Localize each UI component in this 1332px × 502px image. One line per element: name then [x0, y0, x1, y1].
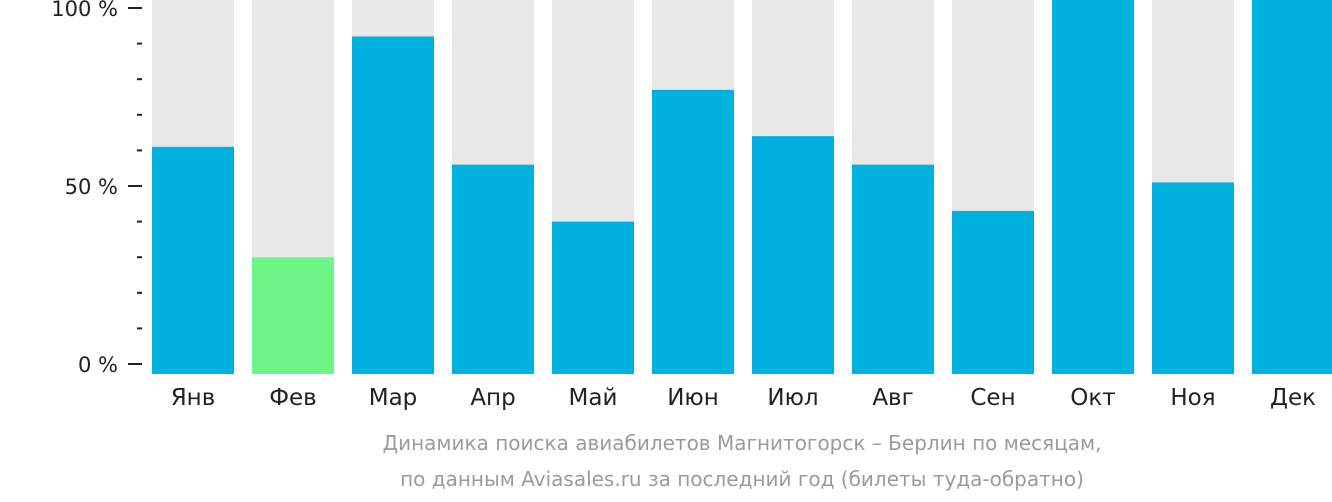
x-tick-label: Дек: [1270, 385, 1316, 411]
chart-caption-line-2: по данным Aviasales.ru за последний год …: [400, 467, 1084, 491]
bar-Мар: [352, 36, 434, 374]
x-tick-label: Янв: [171, 385, 216, 411]
x-tick-label: Окт: [1070, 385, 1115, 411]
bar-Дек: [1252, 0, 1332, 374]
x-tick-label: Сен: [970, 385, 1015, 411]
y-tick-label: 100 %: [51, 0, 118, 21]
bar-Июн: [652, 89, 734, 374]
y-tick-label: 0 %: [78, 353, 118, 377]
x-tick-label: Июл: [767, 385, 818, 411]
y-axis: 100 % 50 % 0 %: [51, 0, 142, 377]
bars-group: [152, 0, 1332, 374]
bar-Авг: [852, 164, 934, 374]
bar-Июл: [752, 136, 834, 374]
x-tick-label: Мар: [369, 385, 418, 411]
x-tick-label: Апр: [470, 385, 515, 411]
x-tick-label: Авг: [872, 385, 913, 411]
x-tick-label: Май: [569, 385, 618, 411]
chart-caption-line-1: Динамика поиска авиабилетов Магнитогорск…: [382, 431, 1102, 455]
x-tick-label: Ноя: [1170, 385, 1215, 411]
y-tick-label: 50 %: [65, 175, 118, 199]
x-tick-label: Фев: [269, 385, 317, 411]
bar-Апр: [452, 164, 534, 374]
bar-chart: 100 % 50 % 0 % Янв Фев Мар Апр Май Июн Июл Авг Сен…: [51, 0, 1332, 411]
bar-Окт: [1052, 0, 1134, 374]
bar-Май: [552, 221, 634, 374]
bar-Фев: [252, 257, 334, 374]
bar-Сен: [952, 210, 1034, 374]
x-tick-label: Июн: [667, 385, 719, 411]
bar-Янв: [152, 146, 234, 374]
x-axis: Янв Фев Мар Апр Май Июн Июл Авг Сен Окт Ноя Дек: [171, 385, 1316, 411]
bar-Ноя: [1152, 182, 1234, 374]
